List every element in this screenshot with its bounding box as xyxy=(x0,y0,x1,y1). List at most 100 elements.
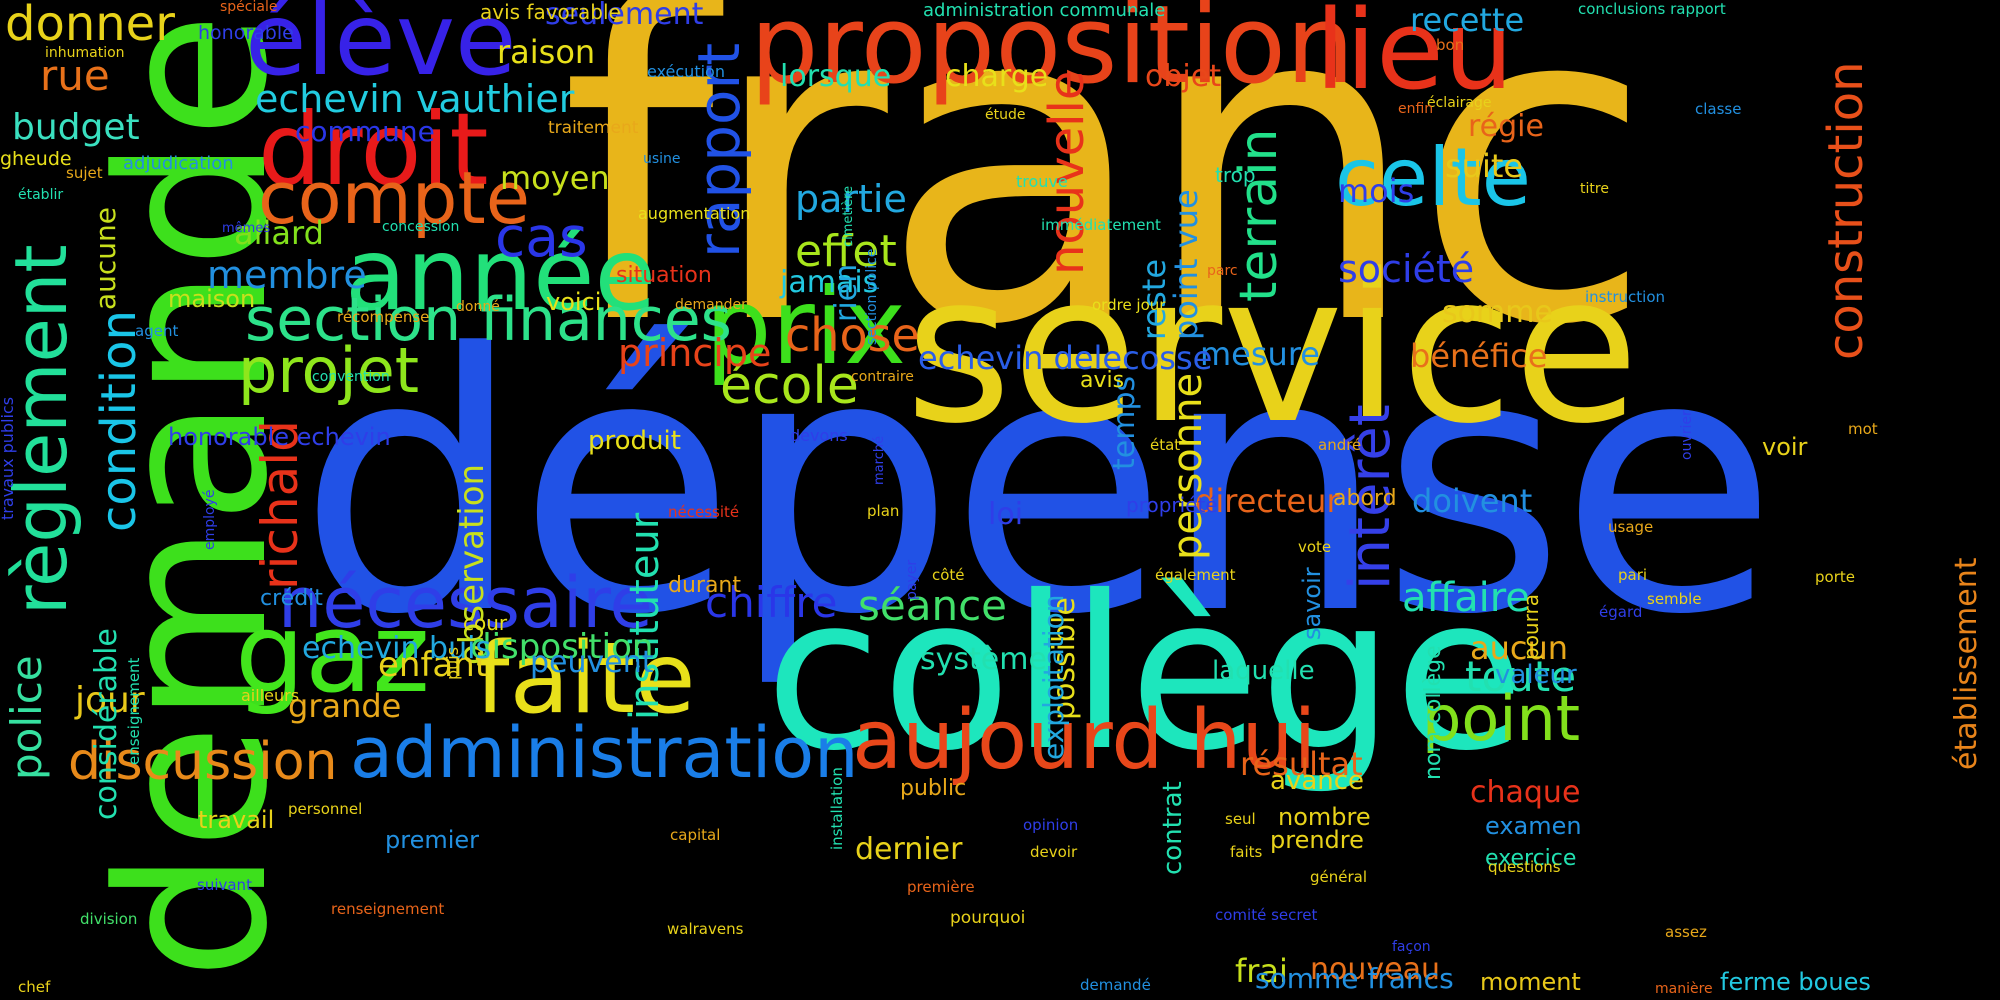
word: projet xyxy=(238,334,420,407)
word: enfin xyxy=(1398,101,1434,117)
word: concession xyxy=(382,219,460,235)
word: trop xyxy=(1215,163,1256,187)
word: frai xyxy=(1235,952,1288,990)
word: valeur xyxy=(1495,660,1577,690)
word: charge xyxy=(945,59,1049,94)
word: usine xyxy=(643,151,681,167)
word: ailleurs xyxy=(241,686,300,705)
word: moment xyxy=(1480,968,1581,996)
word: celte xyxy=(1335,131,1532,224)
word: seul xyxy=(1225,810,1256,828)
word: walravens xyxy=(667,920,744,938)
word: également xyxy=(1155,566,1236,584)
word: voir xyxy=(1762,433,1808,461)
word: commune xyxy=(295,115,435,148)
word: condition xyxy=(91,310,147,532)
word: cas xyxy=(495,205,588,269)
word: maison xyxy=(168,285,256,313)
word: gheude xyxy=(0,148,72,170)
word: première xyxy=(907,878,975,896)
word: installation xyxy=(828,767,846,850)
word: contrat xyxy=(1158,781,1188,875)
word: nombre xyxy=(1278,803,1371,831)
word: point vue xyxy=(1167,189,1205,340)
word: budget xyxy=(12,107,140,148)
word: avis favorable xyxy=(480,0,621,24)
word: devons xyxy=(790,426,848,445)
word: contraire xyxy=(851,369,914,385)
word: somme francs xyxy=(1255,962,1454,995)
word: administration xyxy=(350,712,859,794)
word: établir xyxy=(18,187,64,203)
word: rien xyxy=(829,263,864,322)
word: ferme boues xyxy=(1720,968,1871,996)
word: point xyxy=(1422,682,1581,755)
word: classe xyxy=(1695,100,1742,118)
word: trouve xyxy=(1016,172,1068,191)
word: gaz xyxy=(235,589,430,717)
word: compte xyxy=(258,156,531,240)
word: payer xyxy=(904,559,920,600)
word: lorsque xyxy=(780,59,892,94)
word: demander xyxy=(675,297,747,313)
word: moyen xyxy=(500,159,610,197)
word: porte xyxy=(1815,568,1855,586)
word: vote xyxy=(1298,538,1332,556)
word: enfant xyxy=(378,645,489,685)
word: terrain xyxy=(1229,128,1289,303)
word: rue xyxy=(40,51,110,100)
word: franc xyxy=(560,0,1654,421)
word: instruction xyxy=(1585,288,1666,306)
word: allard xyxy=(234,214,324,252)
word: jamais xyxy=(780,265,879,300)
word: bon xyxy=(1436,36,1465,54)
word: premier xyxy=(385,826,480,854)
word: exécution xyxy=(647,62,725,81)
word: service xyxy=(905,231,1640,469)
word: sujet xyxy=(66,164,103,182)
word: semble xyxy=(1647,590,1702,608)
word: chef xyxy=(18,978,51,996)
word: capital xyxy=(670,826,721,844)
word: exercice xyxy=(1485,846,1577,871)
word: voici xyxy=(546,288,602,316)
word: assez xyxy=(1665,923,1707,941)
word: traitement xyxy=(548,118,639,138)
word: marché xyxy=(872,435,887,485)
word: directeur xyxy=(1195,482,1340,520)
word: adjudication xyxy=(123,153,234,174)
word: année xyxy=(345,216,657,333)
word: opinion xyxy=(1023,816,1079,834)
word: abord xyxy=(1333,486,1397,511)
word: façon xyxy=(1392,939,1431,955)
word: instituteur xyxy=(622,512,668,720)
word: echevin vauthier xyxy=(255,77,575,121)
word: pourra xyxy=(1519,594,1543,660)
word: toute xyxy=(1465,652,1577,701)
word: jour xyxy=(75,680,145,721)
word: nécessité xyxy=(668,503,740,521)
word: droit xyxy=(258,91,489,208)
word: inhumation xyxy=(45,45,125,61)
word: andré xyxy=(1318,436,1362,454)
word: proposition xyxy=(750,0,1355,108)
word: plan xyxy=(867,502,900,520)
word: echevin delecosse xyxy=(918,339,1213,377)
word: séance xyxy=(858,581,1008,630)
word: augmentation xyxy=(638,204,751,223)
word: spéciale xyxy=(220,0,278,15)
word: étude xyxy=(985,107,1026,123)
word: cimetière xyxy=(841,185,856,247)
word: dernier xyxy=(855,832,963,867)
word: état xyxy=(1150,436,1181,454)
word: mois xyxy=(1338,172,1415,210)
word: enseignement xyxy=(125,657,143,765)
word: honorable echevin xyxy=(168,423,391,451)
word: mêmes xyxy=(222,221,271,236)
word: employé xyxy=(202,489,218,551)
word: produit xyxy=(588,426,681,456)
word: membre xyxy=(207,253,367,297)
word: aujourd hui xyxy=(852,693,1317,788)
word: examen xyxy=(1485,812,1582,840)
word: laquelle xyxy=(1212,656,1315,686)
